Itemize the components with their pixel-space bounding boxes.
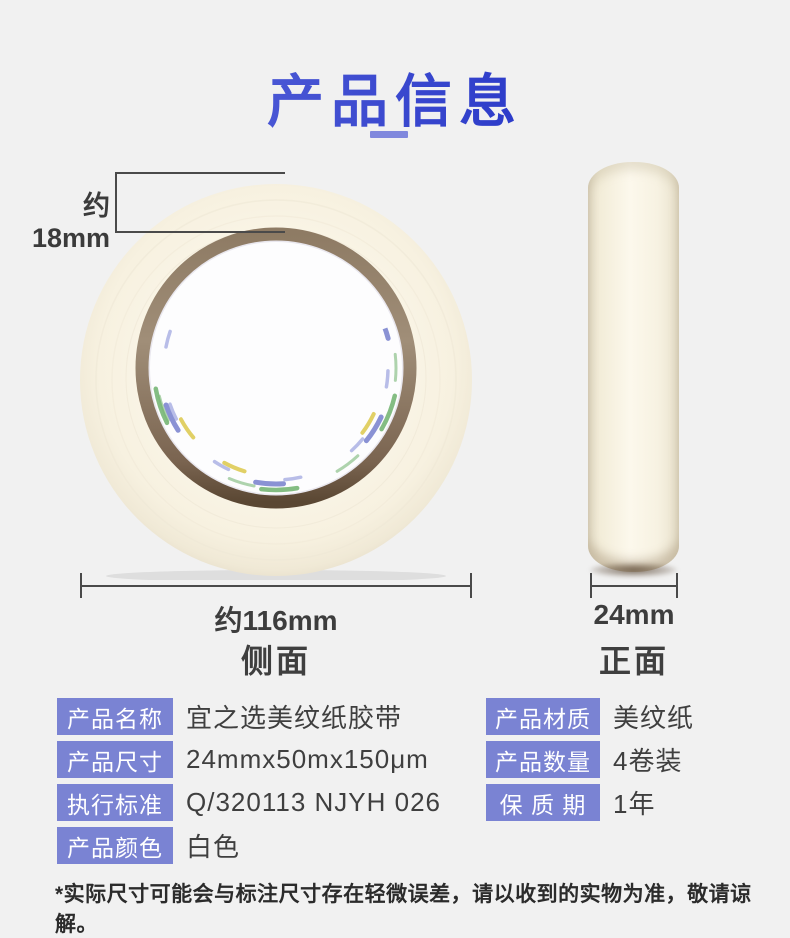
front-width-label: 24mm [593, 599, 675, 630]
front-width-line [590, 585, 678, 587]
front-width-left-tick [590, 573, 592, 598]
thickness-bracket-top-tick [115, 172, 285, 174]
side-caption: 侧面 [240, 643, 311, 679]
spec-value-standard: Q/320113 NJYH 026 [186, 787, 441, 817]
side-width-label: 约116mm [214, 605, 338, 636]
spec-value-size: 24mmx50mx150μm [186, 744, 429, 774]
spec-label-color: 产品颜色 [57, 827, 173, 864]
thickness-bracket-bottom-tick [115, 231, 285, 233]
side-width-right-tick [470, 573, 472, 598]
spec-value-quantity: 4卷装 [613, 746, 683, 776]
spec-label-quantity: 产品数量 [486, 741, 600, 778]
spec-row-size: 产品尺寸 24mmx50mx150μm [57, 741, 429, 778]
spec-row-shelf-life: 保 质 期 1年 [486, 784, 655, 821]
disclaimer-footnote: *实际尺寸可能会与标注尺寸存在轻微误差，请以收到的实物为准，敬请谅解。 [55, 883, 752, 936]
spec-label-standard: 执行标准 [57, 784, 173, 821]
thickness-label: 约18mm [31, 191, 110, 253]
spec-label-shelf-life: 保 质 期 [486, 784, 600, 821]
spec-label-size: 产品尺寸 [57, 741, 173, 778]
tape-roll-front-image [588, 162, 679, 572]
tape-roll-side-image [80, 184, 472, 580]
spec-row-color: 产品颜色 白色 [57, 827, 240, 864]
side-width-left-tick [80, 573, 82, 598]
title-underline [370, 131, 408, 138]
front-width-right-tick [676, 573, 678, 598]
spec-row-name: 产品名称 宜之选美纹纸胶带 [57, 698, 402, 735]
spec-row-standard: 执行标准 Q/320113 NJYH 026 [57, 784, 441, 821]
spec-value-name: 宜之选美纹纸胶带 [186, 703, 403, 733]
spec-row-material: 产品材质 美纹纸 [486, 698, 694, 735]
page-title: 产品信息 [0, 56, 790, 138]
spec-row-quantity: 产品数量 4卷装 [486, 741, 682, 778]
side-width-line [80, 585, 472, 587]
front-caption: 正面 [598, 643, 669, 679]
thickness-bracket-vertical [115, 172, 117, 233]
spec-label-name: 产品名称 [57, 698, 173, 735]
spec-value-color: 白色 [186, 832, 241, 862]
spec-value-material: 美纹纸 [613, 703, 695, 733]
spec-label-material: 产品材质 [486, 698, 600, 735]
spec-value-shelf-life: 1年 [613, 789, 656, 819]
